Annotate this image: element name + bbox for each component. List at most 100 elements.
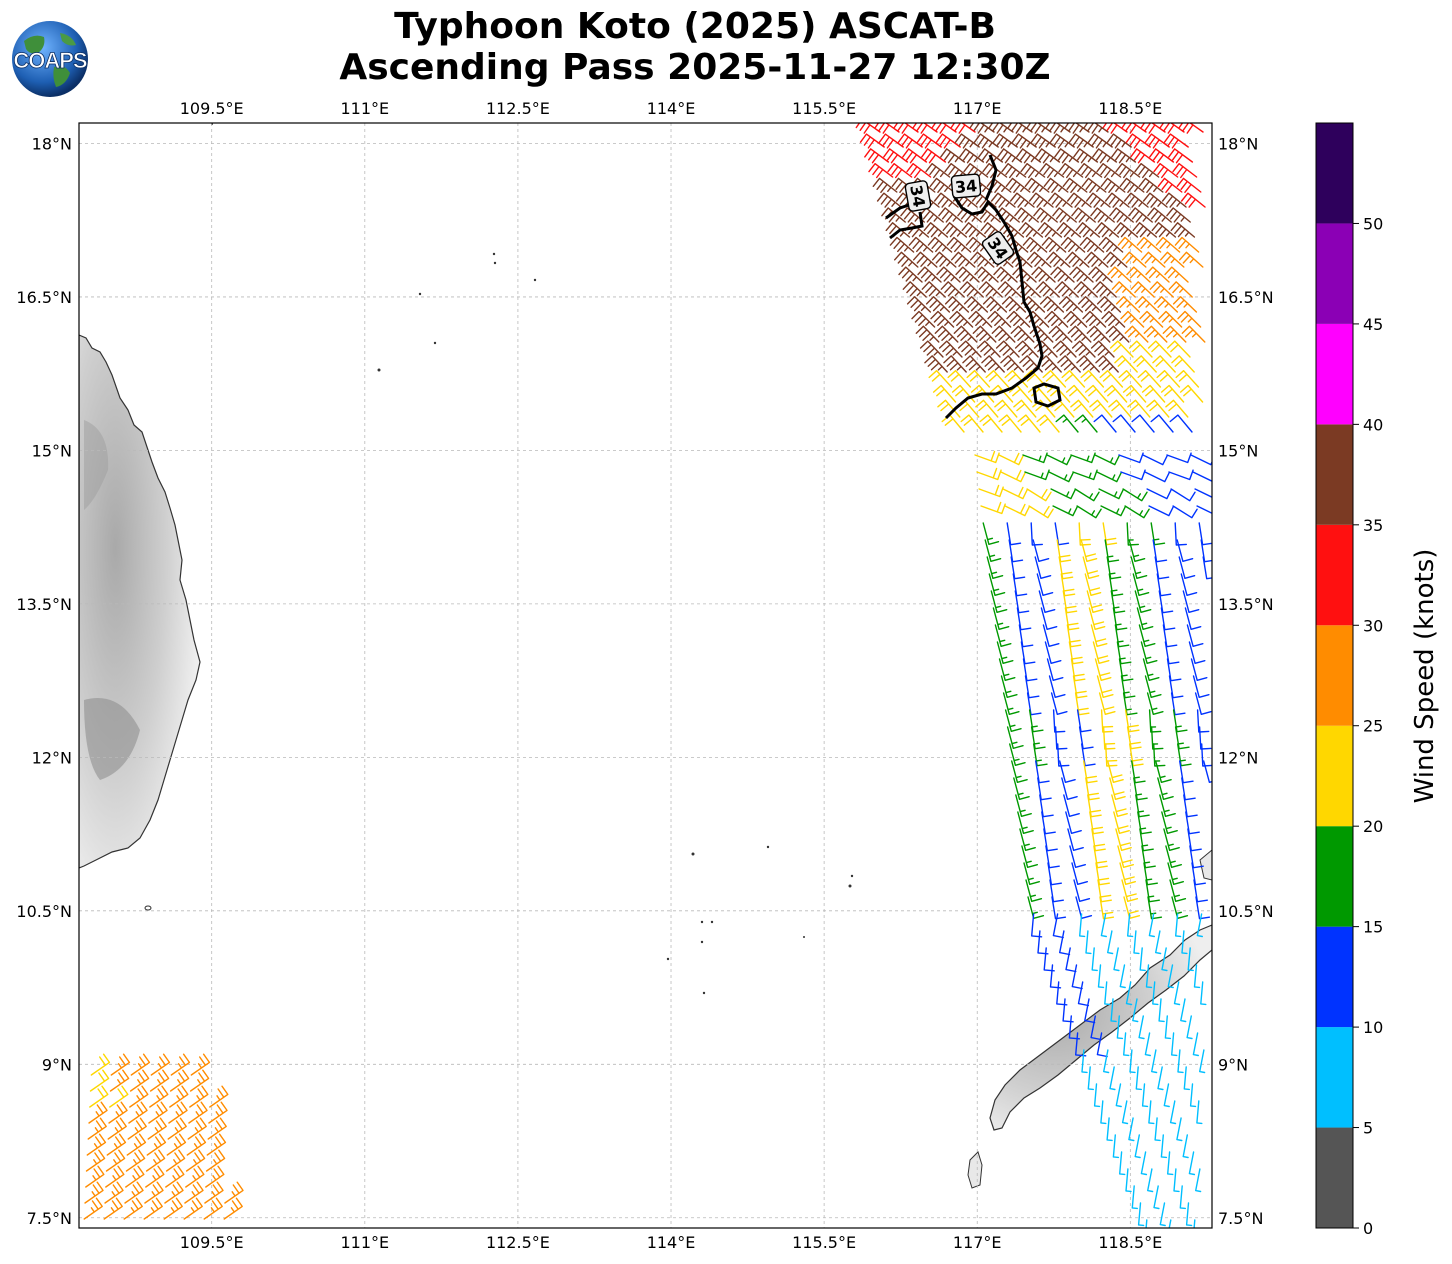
- wind-barb: [1071, 964, 1083, 990]
- wind-barb: [1118, 370, 1143, 388]
- wind-barb: [1101, 310, 1126, 328]
- wind-barb: [1027, 251, 1052, 268]
- wind-barb: [998, 658, 1016, 681]
- wind-barb: [1078, 522, 1091, 546]
- wind-barb: [1054, 281, 1079, 298]
- wind-barb: [984, 539, 1002, 562]
- wind-barb: [1104, 981, 1111, 1006]
- wind-barb: [1100, 913, 1107, 938]
- wind-barb: [1136, 607, 1154, 630]
- wind-barb: [947, 370, 972, 388]
- wind-barb: [1174, 522, 1187, 546]
- small-island: [967, 1151, 983, 1189]
- wind-barb: [978, 281, 1003, 298]
- map-frame: [78, 122, 1213, 1229]
- colorbar-segment: [1316, 524, 1353, 626]
- wind-barb: [1100, 1100, 1107, 1125]
- colorbar-tick-label: 50: [1363, 214, 1383, 233]
- contour-label: 34: [904, 180, 932, 212]
- wind-barb: [1201, 743, 1212, 767]
- wind-barb: [1073, 281, 1098, 298]
- wind-barb: [996, 641, 1014, 664]
- wind-barb: [1188, 641, 1206, 664]
- wind-barb: [1152, 355, 1176, 373]
- wind-barb: [1085, 192, 1111, 208]
- wind-barb: [1022, 236, 1048, 253]
- wind-barb: [889, 236, 915, 253]
- wind-barb: [1070, 399, 1094, 418]
- wind-barb: [1004, 709, 1022, 732]
- wind-barb: [85, 1149, 106, 1172]
- wind-barb: [223, 1197, 243, 1220]
- wind-barb: [1113, 222, 1139, 238]
- wind-barb: [1142, 658, 1160, 681]
- wind-barb: [183, 1197, 203, 1220]
- wind-barb: [1023, 862, 1040, 885]
- wind-barb: [1135, 1066, 1142, 1091]
- wind-barb: [1079, 236, 1105, 253]
- wind-barb: [1103, 1049, 1110, 1074]
- wind-barb: [1145, 1219, 1148, 1228]
- wind-barb: [1140, 641, 1158, 664]
- wind-barb: [934, 325, 959, 343]
- wind-barb: [1115, 296, 1141, 313]
- wind-barb: [1006, 726, 1024, 749]
- wind-barb: [1166, 452, 1192, 464]
- wind-barb: [1089, 399, 1113, 418]
- wind-barb: [965, 236, 991, 253]
- figure-title: Typhoon Koto (2025) ASCAT-B Ascending Pa…: [150, 6, 1240, 88]
- terrain-dark-patch: [84, 698, 140, 780]
- wind-barb: [1143, 325, 1168, 343]
- wind-barb: [1019, 828, 1036, 851]
- wind-barb: [1068, 133, 1094, 149]
- lon-tick-bottom: 117°E: [953, 1233, 1002, 1252]
- wind-barb: [887, 163, 913, 179]
- lat-tick-left: 12°N: [32, 748, 72, 767]
- wind-barb: [1106, 133, 1132, 149]
- wind-barb: [1063, 794, 1080, 817]
- wind-barb: [993, 266, 1018, 283]
- wind-barb: [1061, 370, 1086, 388]
- colorbar-tick-label: 30: [1363, 616, 1383, 635]
- wind-barb: [84, 1181, 104, 1204]
- lon-tick-top: 115.5°E: [792, 99, 856, 118]
- wind-barb: [1086, 325, 1111, 343]
- wind-barb: [1047, 192, 1073, 208]
- wind-barb: [1026, 488, 1052, 502]
- small-island: [1199, 849, 1212, 881]
- wind-barb: [1115, 828, 1132, 851]
- wind-barb: [1039, 163, 1065, 179]
- wind-barb: [982, 296, 1008, 313]
- wind-barb: [148, 1101, 168, 1124]
- colorbar-segment: [1316, 826, 1353, 927]
- wind-barb: [1079, 913, 1086, 938]
- wind-barb: [894, 251, 919, 268]
- wind-barb: [1190, 658, 1208, 681]
- wind-barb: [1163, 133, 1189, 149]
- wind-barb: [1151, 222, 1177, 238]
- colorbar-segment: [1316, 1027, 1353, 1128]
- lat-tick-left: 9°N: [42, 1055, 72, 1074]
- contour-label-text: 34: [906, 183, 929, 208]
- coaps-logo: COAPS: [12, 21, 88, 97]
- wind-barb: [1193, 1219, 1196, 1228]
- wind-barb: [1065, 384, 1090, 403]
- wind-barb: [927, 236, 953, 253]
- lon-tick-top: 112.5°E: [486, 99, 550, 118]
- wind-barb: [946, 236, 972, 253]
- axis-ticks: 109.5°E 109.5°E 111°E 111°E 112.5°E 112.5°E 11…: [16, 99, 1273, 1252]
- wind-barb: [1171, 355, 1195, 373]
- wind-barb: [1141, 1083, 1149, 1108]
- wind-barb: [982, 163, 1008, 179]
- wind-barb: [1180, 192, 1206, 208]
- wind-barb: [1014, 340, 1039, 358]
- wind-barb: [932, 384, 957, 403]
- wind-barb: [1127, 913, 1134, 938]
- wind-barb: [937, 399, 961, 418]
- wind-barb: [1167, 1151, 1174, 1176]
- wind-barb: [1167, 964, 1174, 989]
- wind-barb: [1153, 163, 1179, 179]
- wind-barb: [1000, 469, 1026, 483]
- wind-barb: [1074, 488, 1100, 502]
- lon-tick-bottom: 115.5°E: [792, 1233, 856, 1252]
